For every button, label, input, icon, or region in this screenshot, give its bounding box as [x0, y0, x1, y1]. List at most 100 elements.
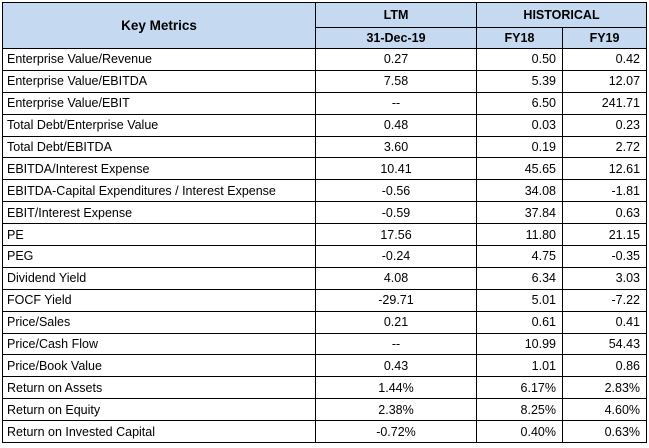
- table-row: Total Debt/Enterprise Value 0.48 0.03 0.23: [2, 113, 648, 137]
- fy18-value-cell: 4.75: [476, 245, 563, 268]
- ltm-value-cell: -0.56: [315, 179, 477, 203]
- fy18-value-cell: 34.08: [476, 179, 563, 203]
- metric-label-cell: PE: [2, 223, 316, 247]
- fy19-value-cell: 0.23: [561, 113, 648, 137]
- fy18-value-cell: 0.61: [476, 310, 563, 334]
- ltm-value-cell: 0.21: [315, 310, 477, 334]
- fy18-value-cell: 6.17%: [476, 376, 563, 400]
- fy18-value-cell: 0.50: [476, 48, 563, 71]
- fy19-value-cell: 2.83%: [561, 376, 648, 400]
- table-row: Return on Equity 2.38% 8.25% 4.60%: [2, 398, 648, 422]
- fy19-value-cell: -7.22: [561, 288, 648, 312]
- metric-label-cell: Total Debt/EBITDA: [2, 135, 316, 159]
- fy19-value-cell: 0.42: [561, 48, 648, 71]
- table-row: Enterprise Value/Revenue 0.27 0.50 0.42: [2, 48, 648, 71]
- ltm-value-cell: 0.48: [315, 113, 477, 137]
- fy19-value-cell: 0.41: [561, 310, 648, 334]
- ltm-value-cell: 17.56: [315, 223, 477, 247]
- metric-label-cell: Enterprise Value/EBITDA: [2, 69, 316, 93]
- fy18-value-cell: 6.34: [476, 266, 563, 290]
- ltm-value-cell: -0.59: [315, 201, 477, 225]
- fy18-header: FY18: [476, 27, 563, 49]
- fy18-value-cell: 0.03: [476, 113, 563, 137]
- fy19-value-cell: 2.72: [561, 135, 648, 159]
- ltm-value-cell: 10.41: [315, 157, 477, 181]
- metric-label-cell: EBIT/Interest Expense: [2, 201, 316, 225]
- fy18-value-cell: 10.99: [476, 332, 563, 356]
- header-row-top: Key Metrics LTM HISTORICAL: [2, 2, 648, 49]
- table-row: Enterprise Value/EBITDA 7.58 5.39 12.07: [2, 69, 648, 93]
- metric-label-cell: Total Debt/Enterprise Value: [2, 113, 316, 137]
- fy19-value-cell: 12.07: [561, 69, 648, 93]
- fy19-value-cell: 241.71: [561, 91, 648, 115]
- table-row: PE 17.56 11.80 21.15: [2, 223, 648, 247]
- fy19-value-cell: -1.81: [561, 179, 648, 203]
- metric-label-cell: FOCF Yield: [2, 288, 316, 312]
- metric-label-cell: Price/Book Value: [2, 354, 316, 378]
- table-row: Price/Cash Flow -- 10.99 54.43: [2, 332, 648, 356]
- fy18-value-cell: 5.01: [476, 288, 563, 312]
- fy19-value-cell: 0.63%: [561, 420, 648, 444]
- table-row: Price/Sales 0.21 0.61 0.41: [2, 310, 648, 334]
- fy19-value-cell: 0.63: [561, 201, 648, 225]
- fy18-value-cell: 11.80: [476, 223, 563, 247]
- ltm-header: LTM: [315, 2, 477, 28]
- ltm-value-cell: -29.71: [315, 288, 477, 312]
- table-row: Return on Assets 1.44% 6.17% 2.83%: [2, 376, 648, 400]
- fy18-value-cell: 6.50: [476, 91, 563, 115]
- table-row: Dividend Yield 4.08 6.34 3.03: [2, 266, 648, 290]
- fy19-value-cell: 4.60%: [561, 398, 648, 422]
- metric-label-cell: Return on Equity: [2, 398, 316, 422]
- ltm-date-header: 31-Dec-19: [315, 27, 477, 49]
- fy19-value-cell: 3.03: [561, 266, 648, 290]
- fy18-value-cell: 5.39: [476, 69, 563, 93]
- table-row: Enterprise Value/EBIT -- 6.50 241.71: [2, 91, 648, 115]
- metric-label-cell: Enterprise Value/Revenue: [2, 48, 316, 71]
- table-row: EBITDA-Capital Expenditures / Interest E…: [2, 179, 648, 203]
- metric-label-cell: Enterprise Value/EBIT: [2, 91, 316, 115]
- table-row: EBIT/Interest Expense -0.59 37.84 0.63: [2, 201, 648, 225]
- fy18-value-cell: 8.25%: [476, 398, 563, 422]
- metric-label-cell: Price/Cash Flow: [2, 332, 316, 356]
- metric-label-cell: Dividend Yield: [2, 266, 316, 290]
- key-metrics-header: Key Metrics: [2, 2, 316, 49]
- header-row-bottom: 31-Dec-19 FY18 FY19: [3, 27, 648, 49]
- table-header: Key Metrics LTM HISTORICAL 31-Dec-19 FY1…: [2, 2, 648, 49]
- ltm-value-cell: --: [315, 332, 477, 356]
- historical-header: HISTORICAL: [475, 2, 648, 28]
- metric-label-cell: Return on Invested Capital: [2, 420, 316, 444]
- ltm-value-cell: -0.72%: [315, 420, 477, 444]
- table-row: Total Debt/EBITDA 3.60 0.19 2.72: [2, 135, 648, 159]
- table-row: Price/Book Value 0.43 1.01 0.86: [2, 354, 648, 378]
- table-row: Return on Invested Capital -0.72% 0.40% 0.6…: [2, 420, 648, 444]
- ltm-value-cell: 4.08: [315, 266, 477, 290]
- ltm-value-cell: --: [315, 91, 477, 115]
- fy19-value-cell: 0.86: [561, 354, 648, 378]
- fy19-value-cell: -0.35: [561, 245, 648, 268]
- fy18-value-cell: 0.40%: [476, 420, 563, 444]
- table-row: FOCF Yield -29.71 5.01 -7.22: [2, 288, 648, 312]
- ltm-value-cell: -0.24: [315, 245, 477, 268]
- table-row: EBITDA/Interest Expense 10.41 45.65 12.61: [2, 157, 648, 181]
- metric-label-cell: Price/Sales: [2, 310, 316, 334]
- metric-label-cell: PEG: [2, 245, 316, 268]
- fy18-value-cell: 0.19: [476, 135, 563, 159]
- fy19-header: FY19: [561, 27, 648, 49]
- ltm-value-cell: 7.58: [315, 69, 477, 93]
- ltm-value-cell: 3.60: [315, 135, 477, 159]
- fy18-value-cell: 45.65: [476, 157, 563, 181]
- metric-label-cell: Return on Assets: [2, 376, 316, 400]
- ltm-value-cell: 0.43: [315, 354, 477, 378]
- fy19-value-cell: 12.61: [561, 157, 648, 181]
- ltm-value-cell: 0.27: [315, 48, 477, 71]
- fy19-value-cell: 21.15: [561, 223, 648, 247]
- fy18-value-cell: 1.01: [476, 354, 563, 378]
- table-body: Enterprise Value/Revenue 0.27 0.50 0.42 Ente…: [2, 48, 648, 444]
- ltm-value-cell: 2.38%: [315, 398, 477, 422]
- metric-label-cell: EBITDA-Capital Expenditures / Interest E…: [2, 179, 316, 203]
- table-row: PEG -0.24 4.75 -0.35: [2, 245, 648, 268]
- ltm-value-cell: 1.44%: [315, 376, 477, 400]
- fy19-value-cell: 54.43: [561, 332, 648, 356]
